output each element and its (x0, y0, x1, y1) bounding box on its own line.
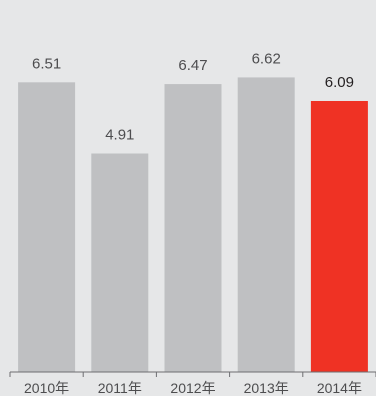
value-label: 6.09 (325, 74, 354, 91)
bars-group (18, 77, 368, 373)
category-label: 2010年 (24, 380, 69, 396)
bar-2011年 (91, 153, 149, 372)
bar-2013年 (237, 77, 295, 372)
value-labels-group: 6.51 4.91 6.47 6.62 6.09 (32, 50, 354, 143)
category-label: 2011年 (98, 380, 142, 396)
category-label: 2012年 (170, 380, 215, 396)
bar-2010年 (18, 82, 76, 373)
value-label: 6.51 (32, 55, 61, 72)
category-labels-group: 2010年 2011年 2012年 2013年 2014年 (24, 380, 362, 396)
value-label: 4.91 (105, 127, 134, 144)
category-label: 2014年 (317, 380, 362, 396)
value-label: 6.62 (252, 50, 281, 67)
bar-2014年 (310, 100, 368, 373)
x-axis-ticks (9, 372, 376, 377)
bar-2012年 (164, 84, 222, 373)
category-label: 2013年 (244, 380, 289, 396)
value-label: 6.47 (178, 57, 207, 74)
